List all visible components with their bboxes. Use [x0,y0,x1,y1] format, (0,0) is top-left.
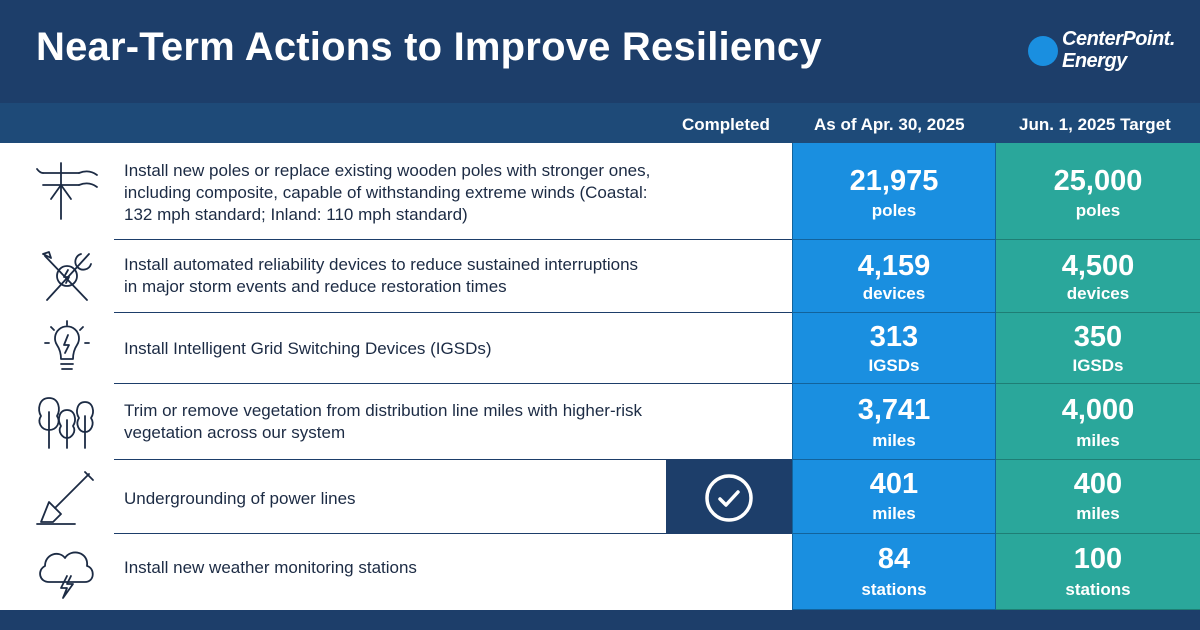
as-of-unit: miles [872,431,916,450]
table-row: Undergrounding of power lines 401 miles … [0,460,1200,534]
completed-cell [666,460,792,534]
target-value: 4,500 [1061,250,1135,282]
table-row: Trim or remove vegetation from distribut… [0,384,1200,460]
target-unit: devices [1066,284,1130,303]
target-value: 100 [1073,543,1123,575]
target-value: 350 [1073,321,1123,353]
logo-dot-icon [1028,36,1058,66]
as-of-value: 313 [869,321,919,353]
footer-bar [0,610,1200,630]
target-cell: 100 stations [996,534,1200,610]
target-value: 25,000 [1053,165,1143,197]
row-description: Install new poles or replace existing wo… [124,161,651,224]
row-description: Install Intelligent Grid Switching Devic… [124,339,492,358]
as-of-cell: 4,159 devices [792,240,996,313]
row-divider [114,312,792,313]
target-value: 400 [1073,468,1123,500]
row-description: Install new weather monitoring stations [124,558,417,577]
target-cell: 350 IGSDs [996,313,1200,384]
as-of-value: 3,741 [857,394,931,426]
table-row: Install Intelligent Grid Switching Devic… [0,313,1200,384]
as-of-unit: miles [872,504,916,523]
resiliency-table: Install new poles or replace existing wo… [0,143,1200,610]
row-divider [114,459,792,460]
as-of-value: 401 [869,468,919,500]
column-header-completed: Completed [682,115,770,134]
row-divider [114,383,792,384]
as-of-unit: stations [861,580,927,599]
row-description: Undergrounding of power lines [124,489,356,508]
shovel-icon [36,471,94,525]
as-of-unit: IGSDs [868,356,920,375]
target-cell: 4,000 miles [996,384,1200,460]
as-of-cell: 21,975 poles [792,143,996,240]
header: Near-Term Actions to Improve Resiliency … [0,0,1200,103]
trees-icon [38,397,94,449]
target-unit: miles [1076,504,1120,523]
centerpoint-logo: CenterPoint. Energy [1028,28,1178,78]
as-of-cell: 3,741 miles [792,384,996,460]
page-title: Near-Term Actions to Improve Resiliency [36,25,822,69]
target-unit: poles [1075,201,1121,220]
target-value: 4,000 [1061,394,1135,426]
target-cell: 4,500 devices [996,240,1200,313]
row-description: Trim or remove vegetation from distribut… [124,401,643,442]
row-divider [114,533,792,534]
as-of-cell: 401 miles [792,460,996,534]
column-header-as-of: As of Apr. 30, 2025 [814,115,965,134]
as-of-value: 84 [877,543,911,575]
column-header-target: Jun. 1, 2025 Target [1019,115,1171,134]
as-of-unit: devices [862,284,926,303]
logo-text-line2: Energy [1062,50,1127,72]
table-row: Install new poles or replace existing wo… [0,143,1200,240]
storm-cloud-icon [39,551,94,599]
target-cell: 25,000 poles [996,143,1200,240]
table-row: Install automated reliability devices to… [0,240,1200,313]
target-unit: IGSDs [1072,356,1124,375]
target-cell: 400 miles [996,460,1200,534]
utility-pole-icon [36,162,98,220]
as-of-cell: 84 stations [792,534,996,610]
as-of-cell: 313 IGSDs [792,313,996,384]
column-header-bar: Completed As of Apr. 30, 2025 Jun. 1, 20… [0,103,1200,143]
table-row: Install new weather monitoring stations … [0,534,1200,610]
logo-text-line1: CenterPoint. [1062,28,1175,50]
as-of-unit: poles [871,201,917,220]
row-description: Install automated reliability devices to… [124,255,639,296]
as-of-value: 4,159 [857,250,931,282]
target-unit: stations [1065,580,1131,599]
as-of-value: 21,975 [849,165,939,197]
lightbulb-icon [44,320,90,370]
row-divider [114,239,792,240]
tools-icon [42,251,92,301]
target-unit: miles [1076,431,1120,450]
checkmark-circle-icon [705,474,753,522]
